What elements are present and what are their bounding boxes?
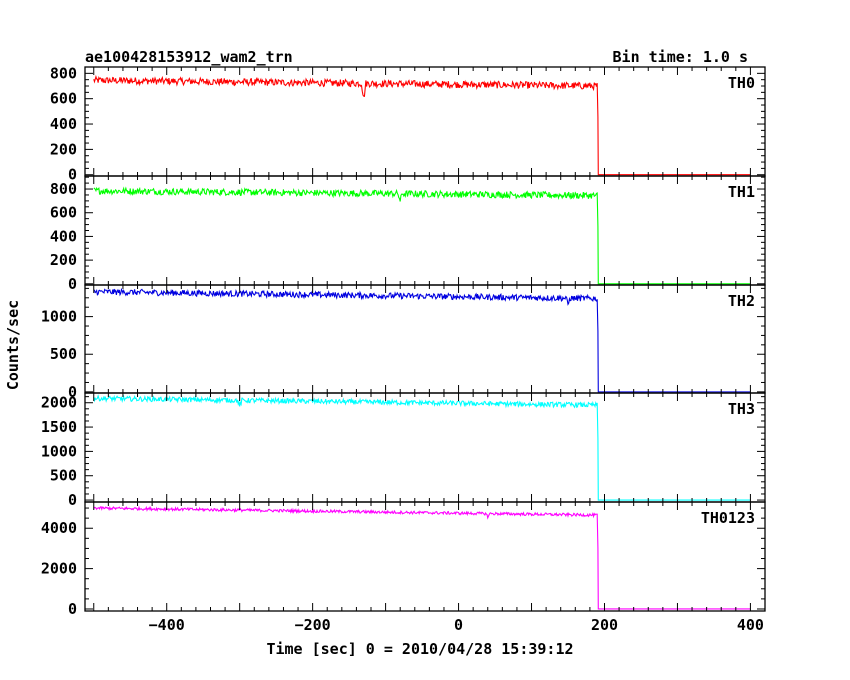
y-tick-label: 1000 xyxy=(41,442,77,460)
y-tick-label: 0 xyxy=(68,166,77,184)
y-tick-label: 800 xyxy=(50,180,77,198)
y-tick-label: 1500 xyxy=(41,418,77,436)
x-tick-label: −200 xyxy=(295,616,331,634)
panel-frame xyxy=(84,501,766,612)
panel-frame xyxy=(84,284,766,394)
x-axis-label: Time [sec] 0 = 2010/04/28 15:39:12 xyxy=(266,640,573,658)
panel-label-th0: TH0 xyxy=(728,74,755,92)
y-tick-label: 0 xyxy=(68,600,77,618)
panel-th0123: 0 2000 4000 TH0123 xyxy=(41,501,766,618)
y-axis-label: Counts/sec xyxy=(4,300,22,390)
x-tick-labels: −400 −200 0 200 400 xyxy=(149,616,764,634)
x-tick-label: 0 xyxy=(454,616,463,634)
panel-label-th0123: TH0123 xyxy=(701,509,755,527)
y-tick-label: 800 xyxy=(50,64,77,82)
y-tick-label: 2000 xyxy=(41,394,77,412)
x-tick-label: 400 xyxy=(737,616,764,634)
chart-title: ae100428153912_wam2_trn xyxy=(85,48,293,66)
y-tick-label: 0 xyxy=(68,383,77,401)
panel-th1: 0 200 400 600 800 TH1 xyxy=(50,175,766,293)
y-tick-label: 500 xyxy=(50,467,77,485)
panel-th2: 0 500 1000 TH2 xyxy=(41,284,766,401)
y-tick-label: 4000 xyxy=(41,519,77,537)
panel-label-th3: TH3 xyxy=(728,400,755,418)
panel-th0: 0 200 400 600 800 TH0 xyxy=(50,64,766,184)
x-tick-label: −400 xyxy=(149,616,185,634)
y-tick-label: 0 xyxy=(68,275,77,293)
y-tick-label: 600 xyxy=(50,204,77,222)
panels-group: 0 200 400 600 800 TH0 0 200 400 600 800 TH1 0 500 1000… xyxy=(41,64,766,618)
panel-label-th2: TH2 xyxy=(728,292,755,310)
y-tick-label: 500 xyxy=(50,345,77,363)
series-line-th2 xyxy=(93,287,751,393)
x-tick-label: 200 xyxy=(591,616,618,634)
series-line-th0123 xyxy=(93,505,751,610)
y-tick-label: 2000 xyxy=(41,560,77,578)
series-line-th1 xyxy=(93,186,751,285)
y-tick-label: 200 xyxy=(50,251,77,269)
series-line-th3 xyxy=(93,394,751,501)
y-tick-label: 1000 xyxy=(41,308,77,326)
bin-time-label: Bin time: 1.0 s xyxy=(613,48,748,66)
y-tick-label: 600 xyxy=(50,90,77,108)
y-tick-label: 400 xyxy=(50,115,77,133)
y-tick-label: 0 xyxy=(68,491,77,509)
panel-label-th1: TH1 xyxy=(728,183,755,201)
y-tick-label: 400 xyxy=(50,227,77,245)
y-tick-label: 200 xyxy=(50,140,77,158)
panel-th3: 0 500 1000 1500 2000 TH3 xyxy=(41,392,766,509)
panel-frame xyxy=(84,392,766,503)
series-line-th0 xyxy=(93,74,751,176)
